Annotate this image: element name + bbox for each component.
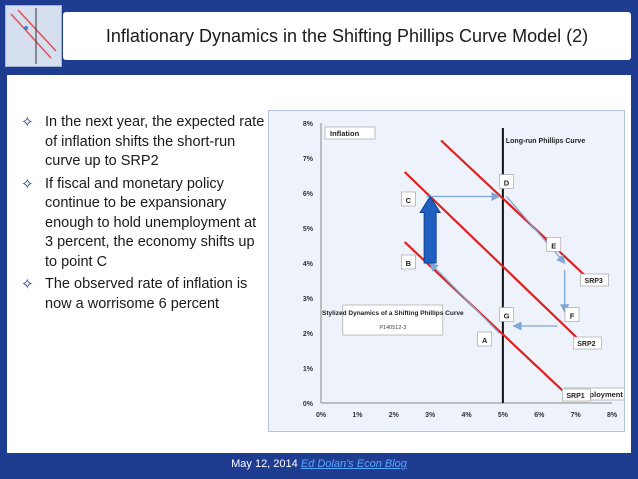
x-tick-label: 7% (571, 412, 582, 419)
lrpc-label: Long-run Phillips Curve (506, 138, 585, 145)
ylabel-box (324, 126, 376, 140)
bullet-list: ✧ In the next year, the expected rate of… (19, 113, 265, 317)
footer-link[interactable]: Ed Dolan's Econ Blog (300, 458, 407, 470)
y-tick-label: 7% (303, 156, 314, 163)
point-box (499, 174, 514, 189)
x-axis-label: Unemployment (569, 390, 624, 399)
srp-label-box (572, 336, 602, 350)
chart-title-box (342, 304, 444, 336)
srp-label-box (562, 388, 591, 402)
thumbnail-image (5, 5, 62, 67)
slide-title: Inflationary Dynamics in the Shifting Ph… (105, 25, 589, 46)
point-label: G (504, 312, 510, 321)
four-pointed-star-icon: ✧ (21, 114, 34, 131)
chart-subtitle: P140512-3 (379, 325, 406, 331)
footer: May 12, 2014 Ed Dolan's Econ Blog (0, 458, 638, 470)
four-pointed-star-icon: ✧ (21, 175, 34, 193)
y-axis-label: Inflation (330, 129, 360, 138)
y-tick-label: 5% (303, 226, 314, 233)
bullet-item: ✧ The observed rate of inflation is now … (19, 275, 265, 314)
point-box (401, 254, 416, 270)
phillips-curve-chart: 0% 1% 2% 3% 4% 5% 6% 7% 8% 0% 1% 2% 3% 4% 5% 6% 7% 8% Infl… (303, 121, 624, 419)
chart-title: Stylized Dynamics of a Shifting Phillips… (322, 310, 464, 317)
bullet-text: The observed rate of inflation is now a … (45, 276, 248, 312)
point-box (546, 237, 562, 252)
x-tick-label: 2% (389, 412, 400, 419)
point-box (564, 307, 580, 322)
x-tick-label: 0% (316, 412, 327, 419)
point-label: C (406, 196, 412, 205)
y-tick-label: 6% (303, 191, 314, 198)
title-bar: Inflationary Dynamics in the Shifting Ph… (63, 12, 631, 60)
y-tick-label: 8% (303, 121, 314, 128)
srp-curve (403, 171, 581, 341)
point-label: E (551, 242, 556, 251)
chart-frame: 0% 1% 2% 3% 4% 5% 6% 7% 8% 0% 1% 2% 3% 4% 5% 6% 7% 8% Infl… (268, 110, 625, 432)
four-pointed-star-icon: ✧ (21, 276, 34, 293)
point-label: B (406, 259, 412, 268)
x-tick-label: 1% (352, 412, 363, 419)
x-tick-label: 6% (534, 412, 545, 419)
x-tick-label: 3% (425, 412, 436, 419)
movement-arrow (429, 262, 500, 334)
bullet-item: ✧ If fiscal and monetary policy continue… (19, 175, 265, 273)
thumbnail-graphic (6, 6, 61, 66)
bullet-text: If fiscal and monetary policy continue t… (45, 175, 257, 270)
srp-label: SRP2 (577, 341, 595, 348)
y-tick-label: 4% (303, 261, 314, 268)
srp-label: SRP3 (585, 278, 603, 285)
point-label: D (504, 179, 510, 188)
big-up-arrow (419, 195, 442, 264)
bullet-item: ✧ In the next year, the expected rate of… (19, 113, 265, 172)
movement-arrow (506, 196, 566, 264)
point-box (499, 307, 514, 322)
x-tick-label: 4% (461, 412, 472, 419)
footer-date: May 12, 2014 (231, 458, 298, 470)
x-tick-label: 8% (607, 412, 618, 419)
srp-curve (440, 139, 588, 278)
point-label: A (482, 336, 488, 345)
srp-label: SRP1 (566, 393, 584, 400)
y-tick-label: 2% (303, 331, 314, 338)
content-panel: ✧ In the next year, the expected rate of… (7, 75, 631, 453)
bullet-text: In the next year, the expected rate of i… (45, 114, 265, 169)
x-tick-label: 5% (498, 412, 509, 419)
point-box (401, 191, 416, 207)
y-tick-label: 3% (303, 296, 314, 303)
point-box (477, 331, 492, 347)
srp-label-box (580, 273, 609, 287)
y-tick-label: 0% (303, 401, 314, 408)
point-label: F (570, 312, 575, 321)
y-tick-label: 1% (303, 366, 314, 373)
